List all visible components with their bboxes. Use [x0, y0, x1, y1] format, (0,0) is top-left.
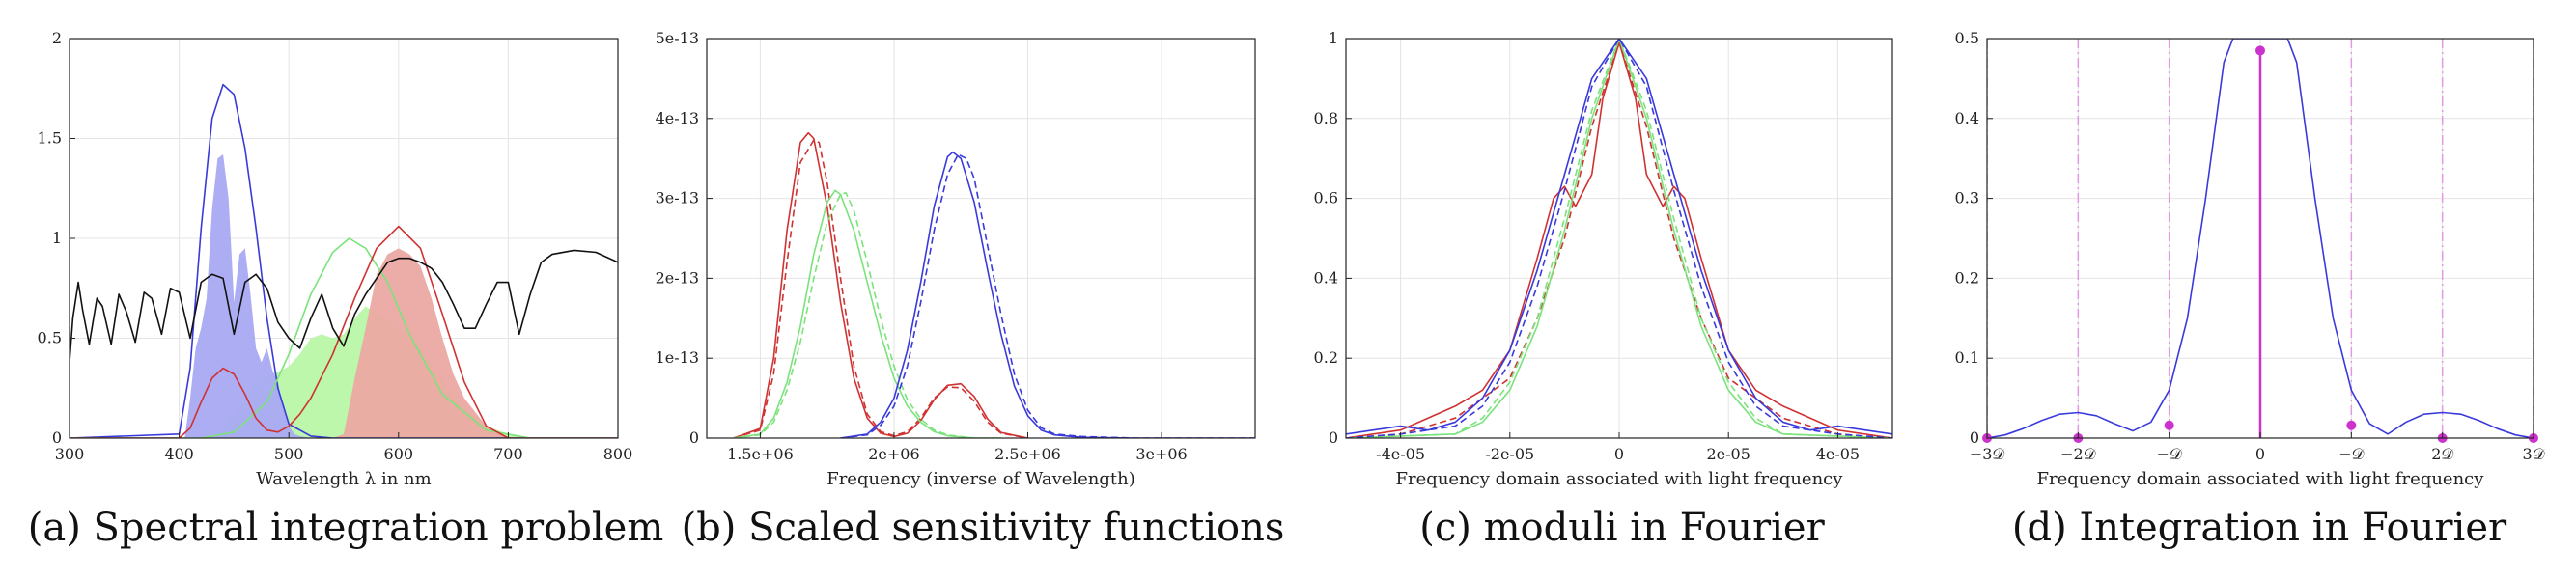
x-tick-label: −3𝒟 — [1970, 445, 2005, 463]
series-line-red — [70, 225, 618, 438]
chart-panel-3: -4e-05 -2e-05 0 2e-05 4e-05 0 0.2 0.4 0.6 0.8 1 Fre… — [1314, 29, 1893, 489]
y-tick-label: 0.1 — [1955, 348, 1979, 367]
x-tick-label: 500 — [274, 445, 304, 463]
x-tick-label: 2𝒟 — [2431, 445, 2453, 463]
y-tick-label: 5e-13 — [656, 29, 699, 47]
caption-d: (d) Integration in Fourier — [2011, 506, 2507, 550]
plot-frame — [706, 38, 1256, 439]
series-line-blue — [1987, 39, 2534, 438]
x-tick-label: −𝒟 — [2338, 445, 2364, 463]
x-tick-label: 4e-05 — [1816, 445, 1860, 463]
chart-panel-1: 300 400 500 600 700 800 0 0.5 1 1.5 2 Wavelength λ … — [38, 29, 633, 489]
y-tick-label: 0 — [1970, 428, 1979, 447]
x-tick-label: 3e+06 — [1135, 445, 1187, 463]
y-tick-label: 0.4 — [1314, 268, 1338, 287]
x-tick-label: 700 — [493, 445, 523, 463]
caption-b: (b) Scaled sensitivity functions — [681, 506, 1285, 550]
x-tick-label: 400 — [164, 445, 194, 463]
caption-c: (c) moduli in Fourier — [1419, 506, 1825, 550]
stem-marker — [2346, 420, 2357, 430]
y-tick-label: 0.2 — [1955, 268, 1979, 287]
y-tick-label: 4e-13 — [656, 109, 699, 127]
x-tick-label: 600 — [384, 445, 414, 463]
x-tick-label: -4e-05 — [1376, 445, 1425, 463]
area-fill-blue_fill — [70, 154, 618, 438]
series-line-red-dashed — [733, 139, 1028, 438]
stem-marker — [2164, 420, 2174, 430]
plot-area — [1987, 39, 2534, 438]
series-line-green — [70, 237, 618, 438]
y-tick-label: 0.5 — [1955, 29, 1979, 47]
x-axis-label: Frequency domain associated with light f… — [1396, 469, 1844, 489]
area-fill-green_fill — [70, 306, 618, 438]
series-line-blue — [840, 151, 1255, 438]
x-axis-label: Frequency domain associated with light f… — [2037, 469, 2485, 489]
x-tick-label: −2𝒟 — [2060, 445, 2096, 463]
y-tick-label: 2 — [52, 29, 62, 47]
series-line-black — [70, 249, 618, 363]
y-tick-label: 0.8 — [1314, 109, 1338, 127]
series-line-blue — [1346, 39, 1892, 435]
y-tick-label: 1e-13 — [656, 348, 699, 367]
y-tick-label: 0.4 — [1955, 109, 1979, 127]
y-tick-label: 0.5 — [38, 329, 62, 347]
series-line-blue-dashed — [840, 153, 1255, 438]
x-tick-label: 1.5e+06 — [727, 445, 794, 463]
caption-a: (a) Spectral integration problem — [27, 506, 664, 550]
y-tick-label: 2e-13 — [656, 268, 699, 287]
y-tick-label: 0 — [52, 428, 62, 447]
plot-area — [733, 131, 1255, 438]
y-tick-label: 0.3 — [1955, 189, 1979, 207]
x-tick-label: 2e-05 — [1706, 445, 1750, 463]
x-tick-label: 3𝒟 — [2523, 445, 2545, 463]
y-tick-label: 1 — [1329, 29, 1338, 47]
plot-area — [70, 83, 618, 438]
series-line-green-dashed — [1346, 39, 1892, 438]
series-line-green — [733, 189, 1001, 438]
series-line-blue — [70, 83, 618, 438]
chart-panel-4: −3𝒟 −2𝒟 −𝒟 0 −𝒟 2𝒟 3𝒟 0 0.1 0.2 0.3 0.4 0.5 Frequency… — [1955, 29, 2545, 489]
stem-marker — [2255, 45, 2265, 56]
x-tick-label: -2e-05 — [1485, 445, 1534, 463]
series-line-green — [1346, 39, 1892, 438]
x-tick-label: 2.5e+06 — [994, 445, 1061, 463]
y-tick-label: 0.2 — [1314, 348, 1338, 367]
x-tick-label: 300 — [55, 445, 85, 463]
x-tick-label: 2e+06 — [868, 445, 919, 463]
series-line-blue-dashed — [1346, 39, 1892, 438]
series-line-green-dashed — [733, 192, 1001, 438]
y-tick-label: 3e-13 — [656, 189, 699, 207]
y-tick-label: 1 — [52, 229, 62, 247]
x-tick-label: 0 — [2255, 445, 2265, 463]
y-tick-label: 0 — [689, 428, 699, 447]
y-tick-label: 1.5 — [38, 129, 62, 148]
x-axis-label: Frequency (inverse of Wavelength) — [826, 469, 1135, 489]
x-tick-label: −𝒟 — [2157, 445, 2182, 463]
y-tick-label: 0 — [1329, 428, 1338, 447]
x-tick-label: 0 — [1614, 445, 1624, 463]
y-tick-label: 0.6 — [1314, 189, 1338, 207]
series-line-red-dashed — [1346, 41, 1892, 438]
series-line-red — [733, 131, 1028, 438]
x-tick-label: 800 — [603, 445, 633, 463]
x-axis-label: Wavelength λ in nm — [256, 469, 431, 489]
chart-panel-2: 1.5e+06 2e+06 2.5e+06 3e+06 0 1e-13 2e-13 3e-13… — [656, 29, 1256, 489]
plot-area — [1346, 39, 1892, 438]
